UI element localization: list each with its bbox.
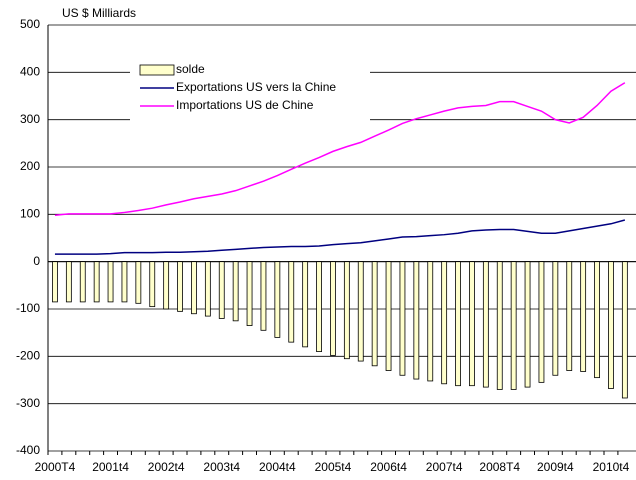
bar [441, 261, 448, 385]
bar [608, 261, 614, 389]
y-tick-label: 500 [20, 17, 40, 31]
y-tick-label: -400 [16, 443, 40, 457]
bar [121, 261, 128, 303]
bar [260, 261, 267, 331]
y-tick-label: -300 [16, 396, 40, 410]
bar [538, 261, 545, 383]
legend-swatch [139, 64, 175, 76]
legend-label: Importations US de Chine [176, 98, 314, 112]
x-tick-label: 2003t4 [203, 460, 240, 474]
bar [330, 261, 336, 356]
line [54, 82, 626, 217]
y-axis-label: US $ Milliards [62, 6, 136, 20]
bar [65, 261, 72, 303]
bar [413, 261, 420, 380]
y-tick-label: 200 [20, 159, 40, 173]
y-tick-label: 100 [20, 207, 40, 221]
x-tick-label: 2001t4 [92, 460, 129, 474]
x-tick-label: 2008T4 [479, 460, 520, 474]
bar [427, 261, 434, 382]
bar [455, 261, 461, 387]
bar [469, 261, 475, 387]
legend-label: solde [176, 62, 205, 76]
bar [246, 261, 253, 326]
bar [510, 261, 517, 390]
x-tick-label: 2005t4 [315, 460, 352, 474]
x-tick-label: 2006t4 [370, 460, 407, 474]
x-tick-label: 2007t4 [426, 460, 463, 474]
bar [163, 261, 170, 310]
x-tick-label: 2009t4 [537, 460, 574, 474]
bar [204, 261, 211, 317]
bar [496, 261, 503, 390]
bar [385, 261, 392, 371]
bar [524, 261, 531, 388]
bar [357, 261, 364, 362]
bar [316, 261, 322, 352]
bar [482, 261, 489, 388]
bar [149, 261, 156, 308]
legend-label: Exportations US vers la Chine [176, 80, 336, 94]
bar [177, 261, 183, 312]
bar [302, 261, 309, 348]
bar [621, 261, 628, 399]
bar [552, 261, 559, 376]
x-tick-label: 2010t4 [593, 460, 630, 474]
bar [79, 261, 86, 303]
bar [594, 261, 600, 379]
bar [232, 261, 239, 322]
bar [288, 261, 295, 343]
x-tick-label: 2002t4 [148, 460, 185, 474]
y-tick-label: 300 [20, 112, 40, 126]
y-tick-label: 400 [20, 65, 40, 79]
x-tick-label: 2000T4 [35, 460, 76, 474]
x-tick-label: 2004t4 [259, 460, 296, 474]
y-tick-label: 0 [33, 254, 40, 268]
bar [191, 261, 197, 315]
bar [107, 261, 114, 303]
bar [135, 261, 142, 304]
bar [343, 261, 350, 360]
y-tick-label: -200 [16, 349, 40, 363]
bar [371, 261, 378, 367]
bar [218, 261, 225, 319]
bar [566, 261, 573, 371]
bar [93, 261, 100, 303]
bar [274, 261, 281, 338]
bar [580, 261, 587, 372]
line [54, 219, 626, 255]
bar [52, 261, 58, 303]
bar [399, 261, 406, 376]
y-tick-label: -100 [16, 301, 40, 315]
